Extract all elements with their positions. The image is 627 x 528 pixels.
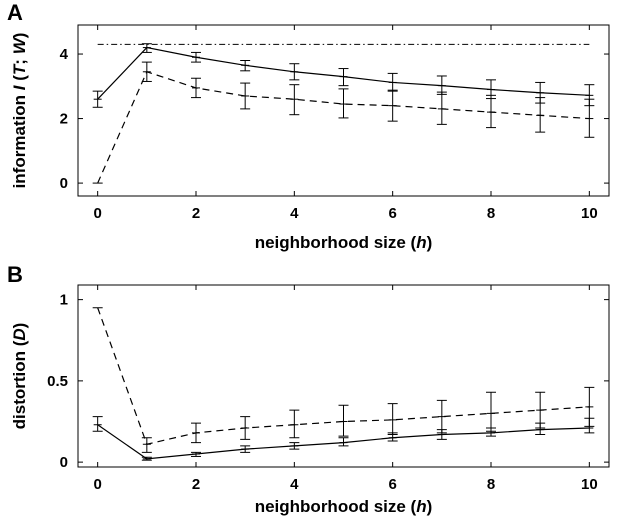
error-bar [240,82,251,110]
error-bar [289,442,300,450]
x-tick-label: 0 [93,476,101,493]
error-bar [289,63,300,81]
error-bar [141,61,152,82]
error-bar [436,91,447,125]
error-bar [387,403,398,435]
x-tick-label: 2 [192,476,200,493]
error-bar [436,75,447,95]
error-bar [191,451,201,457]
error-bar [338,404,349,437]
chart-panel-b: B 0 2 4 6 8 10 0 0.5 1 neighborhood size (h) distor… [7,262,610,516]
series-line [97,307,590,445]
x-tick-label: 2 [192,205,200,222]
plot-area-frame [77,24,610,197]
y-tick-label: 0.5 [47,373,68,390]
error-bar [141,456,152,461]
y-tick-label: 0 [60,454,68,471]
y-axis-label: distortion (D) [10,323,29,430]
error-bar [535,391,546,429]
series-line [97,71,590,184]
series-solid [92,416,595,461]
error-bar [92,416,103,432]
error-bar [240,59,251,72]
error-bar [92,90,103,108]
error-bar [240,416,251,440]
series-solid [92,43,595,108]
x-tick-label: 8 [487,205,495,222]
error-bar [436,399,447,434]
x-tick-label: 6 [388,476,396,493]
error-bar [191,51,201,63]
x-axis-label: neighborhood size (h) [255,233,433,252]
error-bar [240,445,251,453]
error-bar [141,43,152,53]
error-bar [486,391,496,432]
error-bar [535,97,546,133]
x-tick-label: 10 [581,476,598,493]
series-dashed [92,61,595,184]
error-bar [486,94,496,129]
x-tick-label: 0 [93,205,101,222]
error-bar [584,386,595,427]
error-bar [141,437,152,453]
x-tick-label: 6 [388,205,396,222]
y-axis-label: information I (T; W) [10,33,29,189]
error-bar [387,72,398,92]
plot-area-frame [77,284,610,468]
error-bar [338,437,349,447]
error-bar [289,409,300,439]
error-bar [338,88,349,119]
error-bar [338,68,349,87]
x-tick-label: 4 [290,476,299,493]
error-bar [289,84,300,116]
panel-letter: B [7,262,23,287]
error-bar [584,98,595,138]
error-bar [191,77,201,99]
y-tick-label: 0 [60,175,68,192]
chart-panel-a: A 0 2 4 6 8 10 0 2 4 neighborhood size (h) informat… [7,0,610,252]
x-tick-label: 10 [581,205,598,222]
y-tick-label: 1 [60,292,68,309]
panel-letter: A [7,0,23,25]
y-tick-label: 4 [60,46,69,63]
y-tick-label: 2 [60,111,68,128]
x-tick-label: 8 [487,476,495,493]
series-dashed [92,307,595,453]
x-axis-label: neighborhood size (h) [255,497,433,516]
x-tick-label: 4 [290,205,299,222]
error-bar [191,422,201,444]
error-bar [387,89,398,122]
